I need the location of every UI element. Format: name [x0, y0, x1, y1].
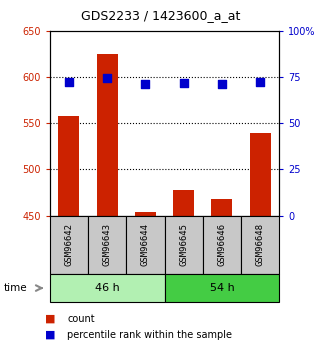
Bar — [173, 190, 194, 216]
Text: GSM96642: GSM96642 — [65, 224, 74, 266]
Bar — [203, 216, 241, 274]
Text: 46 h: 46 h — [95, 283, 119, 293]
Bar — [250, 132, 271, 216]
Text: GSM96646: GSM96646 — [217, 224, 226, 266]
Bar — [135, 212, 156, 216]
Bar — [164, 274, 279, 302]
Bar — [126, 216, 164, 274]
Bar — [97, 54, 118, 216]
Text: GSM96648: GSM96648 — [256, 224, 265, 266]
Text: count: count — [67, 314, 95, 324]
Text: 54 h: 54 h — [210, 283, 234, 293]
Text: ■: ■ — [45, 330, 55, 339]
Bar — [164, 216, 203, 274]
Text: GDS2233 / 1423600_a_at: GDS2233 / 1423600_a_at — [81, 9, 240, 22]
Bar — [50, 216, 88, 274]
Point — [105, 75, 110, 81]
Point — [181, 80, 186, 86]
Point — [219, 81, 224, 86]
Bar — [88, 216, 126, 274]
Bar — [58, 116, 79, 216]
Text: GSM96644: GSM96644 — [141, 224, 150, 266]
Point — [257, 79, 263, 85]
Text: percentile rank within the sample: percentile rank within the sample — [67, 330, 232, 339]
Text: time: time — [3, 283, 27, 293]
Text: GSM96645: GSM96645 — [179, 224, 188, 266]
Text: GSM96643: GSM96643 — [103, 224, 112, 266]
Bar — [50, 274, 164, 302]
Text: ■: ■ — [45, 314, 55, 324]
Point — [143, 81, 148, 86]
Point — [66, 79, 72, 85]
Bar — [211, 199, 232, 216]
Bar — [241, 216, 279, 274]
